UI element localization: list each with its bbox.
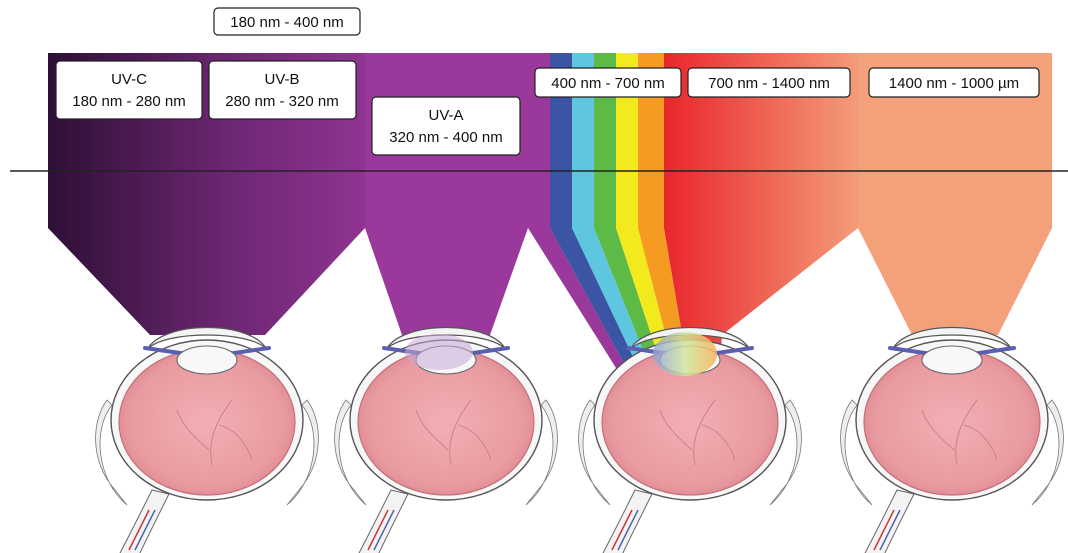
uv-a-beam <box>365 53 528 335</box>
uva-lens-glow <box>405 334 473 370</box>
svg-text:180 nm - 280 nm: 180 nm - 280 nm <box>72 93 185 110</box>
uv-a-label: UV-A 320 nm - 400 nm <box>371 96 521 156</box>
uv-a-eye <box>334 327 558 553</box>
svg-text:180 nm - 400 nm: 180 nm - 400 nm <box>230 14 343 31</box>
svg-text:700 nm - 1400 nm: 700 nm - 1400 nm <box>708 75 830 92</box>
far-ir-beam <box>858 53 1052 335</box>
svg-text:UV-B: UV-B <box>264 71 299 88</box>
svg-text:400 nm - 700 nm: 400 nm - 700 nm <box>551 75 664 92</box>
visible-label: 400 nm - 700 nm <box>534 67 682 98</box>
uv-c-b-beam <box>48 53 365 335</box>
svg-text:UV-A: UV-A <box>428 107 463 124</box>
uv-c-label: UV-C 180 nm - 280 nm <box>55 60 203 120</box>
uv-c-b-eye <box>95 327 319 553</box>
svg-text:1400 nm - 1000 µm: 1400 nm - 1000 µm <box>889 75 1019 92</box>
ir-eye <box>840 327 1064 553</box>
visible-eye <box>578 327 802 553</box>
svg-text:320 nm - 400 nm: 320 nm - 400 nm <box>389 129 502 146</box>
uv-b-label: UV-B 280 nm - 320 nm <box>208 60 357 120</box>
uv-total-label: 180 nm - 400 nm <box>213 7 361 36</box>
visible-lens-glow <box>653 332 717 376</box>
svg-text:280 nm - 320 nm: 280 nm - 320 nm <box>225 93 338 110</box>
far-ir-label: 1400 nm - 1000 µm <box>868 67 1040 98</box>
near-ir-label: 700 nm - 1400 nm <box>687 67 851 98</box>
svg-text:UV-C: UV-C <box>111 71 147 88</box>
